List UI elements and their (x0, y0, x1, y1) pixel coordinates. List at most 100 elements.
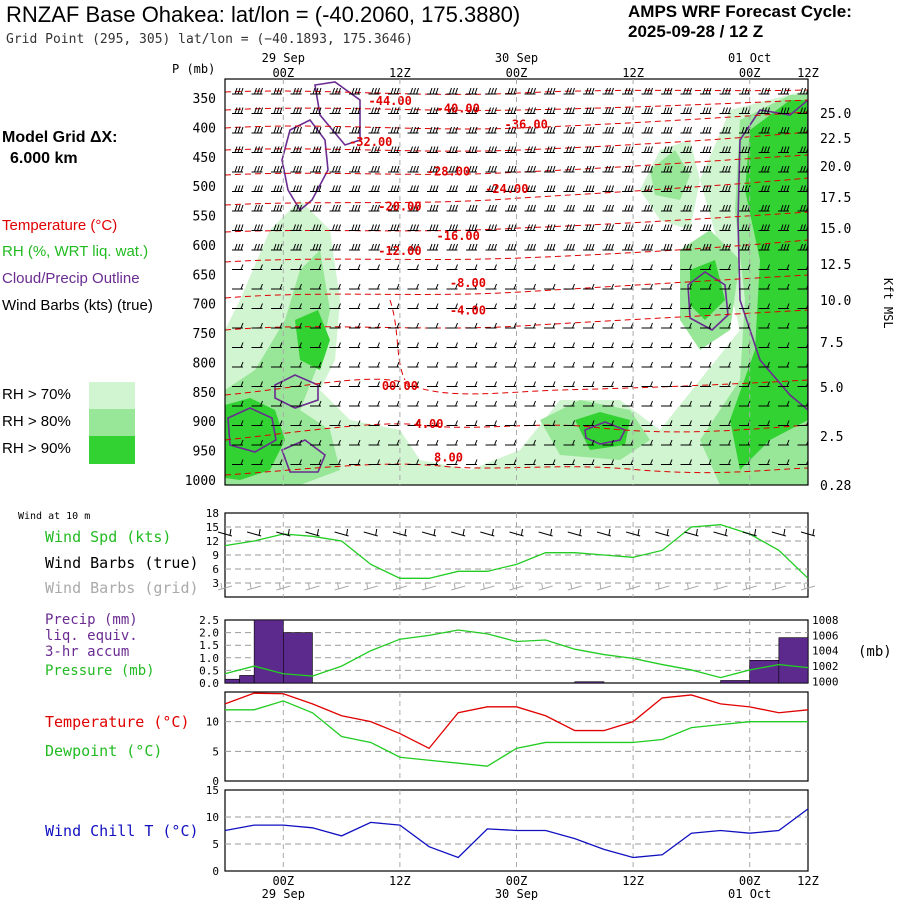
wind-barb (466, 303, 478, 309)
wind-barb (290, 87, 302, 95)
wind-barb-true (742, 528, 757, 537)
wind-barb (778, 459, 790, 465)
wind-barb (427, 439, 439, 446)
wind-barb (427, 381, 439, 387)
wind-barb (232, 185, 244, 192)
wind-panel-title: Wind at 10 m (18, 511, 90, 522)
wind-barb (700, 264, 712, 270)
wind-barb (251, 243, 263, 251)
wind-barb (680, 224, 692, 231)
wind-barb (427, 303, 439, 309)
wind-barb (544, 243, 556, 251)
wind-barb (719, 126, 731, 134)
wind-barb (232, 204, 244, 212)
pressure-tick: 900 (193, 415, 216, 430)
wind-barb (505, 204, 517, 212)
wind-barb-grid (247, 582, 262, 591)
wind-barb (407, 283, 419, 290)
wind-barb (758, 342, 770, 348)
wind-barb (251, 459, 263, 465)
wind-barb-true (451, 528, 466, 537)
wind-barb (700, 400, 712, 407)
wind-barb (758, 107, 770, 114)
wind-barb (349, 264, 361, 270)
wind-barb (778, 361, 790, 368)
wind-barb (407, 264, 419, 270)
wind-barb (466, 243, 478, 251)
wind-barb (329, 342, 341, 348)
wind-barb (232, 224, 244, 231)
rh90-region (295, 310, 330, 370)
wind-barb (700, 165, 712, 173)
wind-barb (290, 303, 302, 309)
p-axis-label: P (mb) (172, 62, 215, 76)
wind-barb (368, 165, 380, 173)
wind-barb (602, 87, 614, 95)
wind-barb (232, 283, 244, 290)
wind-barb (271, 420, 283, 426)
wind-barb (778, 87, 790, 95)
wind-barb (583, 303, 595, 309)
wind-barb (778, 243, 790, 251)
wind-barb (778, 126, 790, 134)
wind-barb (739, 107, 751, 114)
wind-barb (680, 361, 692, 368)
wind-barb (778, 342, 790, 348)
wind-barb (641, 283, 653, 290)
wind-barb (544, 381, 556, 387)
wind-barb (583, 185, 595, 192)
wind-barb (622, 224, 634, 231)
wind-barb (388, 107, 400, 114)
pressure-tick: 950 (193, 445, 216, 460)
wind-barb (524, 87, 536, 95)
wind-barb (466, 439, 478, 446)
pressure-tick: 600 (193, 239, 216, 254)
wind-barb (622, 185, 634, 192)
wind-barb (524, 303, 536, 309)
wind-barb (427, 243, 439, 251)
wind-barb (583, 126, 595, 134)
wind-barb (758, 381, 770, 387)
wind-barb (271, 381, 283, 387)
wind-barb (563, 185, 575, 192)
wind-barb (290, 146, 302, 153)
wind-barb (641, 243, 653, 251)
wind-barb (544, 87, 556, 95)
wind-barb (583, 165, 595, 173)
wind-barb (563, 342, 575, 348)
wind-barb (544, 420, 556, 426)
wind-barb (310, 303, 322, 309)
wind-barb (719, 439, 731, 446)
time-tick-label: 00Z (506, 874, 528, 888)
wind-barb (251, 126, 263, 134)
wind-barb (680, 322, 692, 329)
wind-barb (407, 322, 419, 329)
wind-barb-true (305, 528, 320, 537)
wind-barb-true (567, 528, 582, 537)
wind-barb (368, 146, 380, 153)
wind-barb (368, 459, 380, 465)
height-tick: 15.0 (820, 222, 851, 237)
wind-barb (505, 126, 517, 134)
wind-barb (641, 146, 653, 153)
wind-barb (407, 165, 419, 173)
wind-barb (505, 243, 517, 251)
wind-barb (602, 439, 614, 446)
wind-barb (641, 400, 653, 407)
wind-barb (271, 146, 283, 153)
wind-barb (271, 243, 283, 251)
wind-barb (368, 224, 380, 231)
wind-barb (583, 459, 595, 465)
y-tick-label: 9 (212, 549, 219, 562)
wind-barb (544, 107, 556, 114)
mb-axis-label: (mb) (858, 644, 892, 660)
wind-barb (563, 303, 575, 309)
wind-barb (758, 87, 770, 95)
wind-barb (758, 420, 770, 426)
wind-barb (232, 87, 244, 95)
wind-barb (485, 439, 497, 446)
legend-temperature: Temperature (°C) (2, 217, 118, 234)
wind-barb-true (771, 528, 786, 537)
wind-barb (505, 264, 517, 270)
cloud-outline (584, 421, 627, 445)
